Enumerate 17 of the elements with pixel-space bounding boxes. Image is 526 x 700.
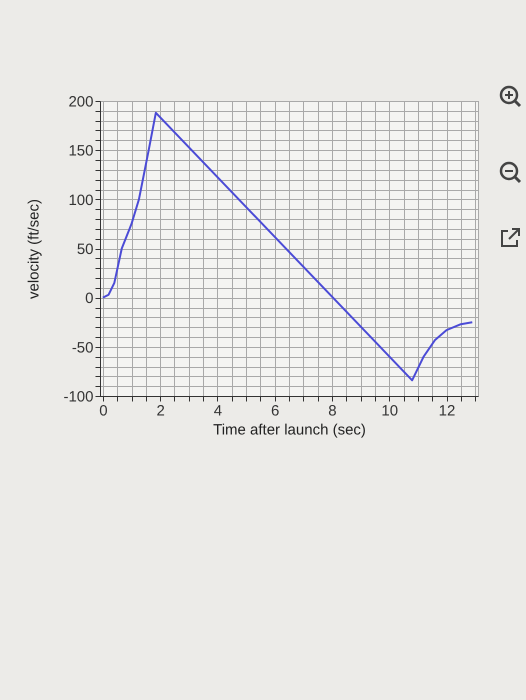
y-tick-label: -50 bbox=[72, 339, 94, 356]
x-tick-label: 0 bbox=[99, 402, 108, 420]
x-tick-label: 4 bbox=[214, 402, 222, 420]
y-tick-label: 200 bbox=[68, 94, 94, 110]
y-tick-label: 100 bbox=[68, 192, 94, 209]
y-tick-label: 50 bbox=[76, 241, 94, 258]
x-tick-label: 8 bbox=[328, 402, 337, 420]
x-tick-label: 12 bbox=[438, 402, 456, 420]
x-tick-label: 6 bbox=[271, 402, 280, 420]
y-tick-label: 0 bbox=[85, 290, 94, 308]
x-tick-label: 10 bbox=[381, 402, 398, 420]
x-tick-label: 2 bbox=[156, 402, 165, 420]
x-axis-title: Time after launch (sec) bbox=[213, 422, 366, 438]
line-series bbox=[102, 112, 474, 382]
y-axis-title: velocity (ft/sec) bbox=[25, 198, 42, 300]
y-tick-label: 150 bbox=[68, 142, 94, 160]
y-tick-label: -100 bbox=[63, 388, 94, 406]
